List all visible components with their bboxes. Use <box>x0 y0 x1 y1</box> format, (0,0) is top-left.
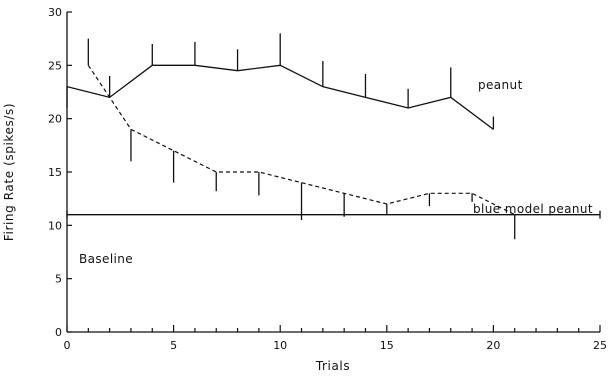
y-tick-label: 30 <box>48 6 62 19</box>
y-axis-title: Firing Rate (spikes/s) <box>2 103 16 241</box>
x-ticks: 0 5 10 15 20 25 <box>64 325 607 352</box>
x-tick-label: 5 <box>170 339 177 352</box>
y-ticks: 0 5 10 15 20 25 30 <box>48 6 72 339</box>
x-tick-label: 20 <box>486 339 500 352</box>
x-tick-label: 10 <box>273 339 287 352</box>
y-tick-label: 5 <box>55 273 62 286</box>
y-tick-label: 20 <box>48 113 62 126</box>
x-tick-label: 25 <box>593 339 607 352</box>
series-line-peanut <box>66 64 494 130</box>
x-tick-label: 0 <box>64 339 71 352</box>
y-tick-label: 15 <box>48 166 62 179</box>
series-label-peanut: peanut <box>478 78 523 92</box>
series-label-baseline: Baseline <box>79 252 133 266</box>
y-axis: 0 5 10 15 20 25 30 <box>48 6 72 339</box>
y-tick-label: 0 <box>55 326 62 339</box>
series-layer <box>66 33 601 240</box>
x-axis-title: Trials <box>315 359 350 373</box>
y-tick-label: 10 <box>48 219 62 232</box>
y-tick-label: 25 <box>48 59 62 72</box>
x-tick-label: 15 <box>380 339 394 352</box>
x-axis: 0 5 10 15 20 25 <box>64 325 607 352</box>
series-label-blue-model-peanut: blue model peanut <box>473 202 593 216</box>
series-line-blue-model-peanut <box>87 65 515 216</box>
